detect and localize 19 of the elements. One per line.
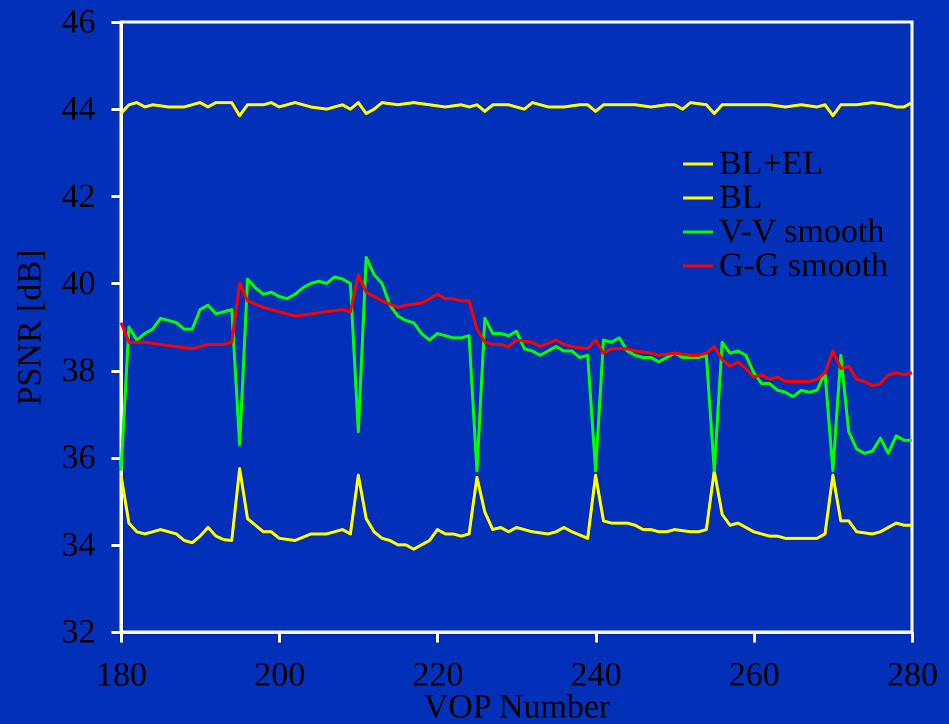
line-series xyxy=(120,467,914,551)
line-series xyxy=(120,101,914,118)
legend-label: BL xyxy=(719,179,762,216)
legend-label: V-V smooth xyxy=(719,213,884,250)
y-tick-label: 38 xyxy=(62,352,96,390)
y-axis-title: PSNR [dB] xyxy=(12,250,48,406)
legend-label: BL+EL xyxy=(719,145,824,182)
y-tick-label: 42 xyxy=(62,178,96,215)
x-tick-label: 200 xyxy=(254,656,306,694)
legend-label: G-G smooth xyxy=(719,247,888,284)
y-tick-label: 44 xyxy=(62,90,96,128)
y-tick-label: 36 xyxy=(62,439,96,476)
y-tick-label: 40 xyxy=(62,264,96,302)
y-tick-label: 32 xyxy=(62,614,96,650)
y-tick-label: 34 xyxy=(62,526,96,564)
x-tick-label: 280 xyxy=(887,656,938,694)
x-tick-label: 180 xyxy=(96,656,147,694)
x-tick-label: 260 xyxy=(728,656,780,694)
y-tick-label: 46 xyxy=(62,4,96,40)
